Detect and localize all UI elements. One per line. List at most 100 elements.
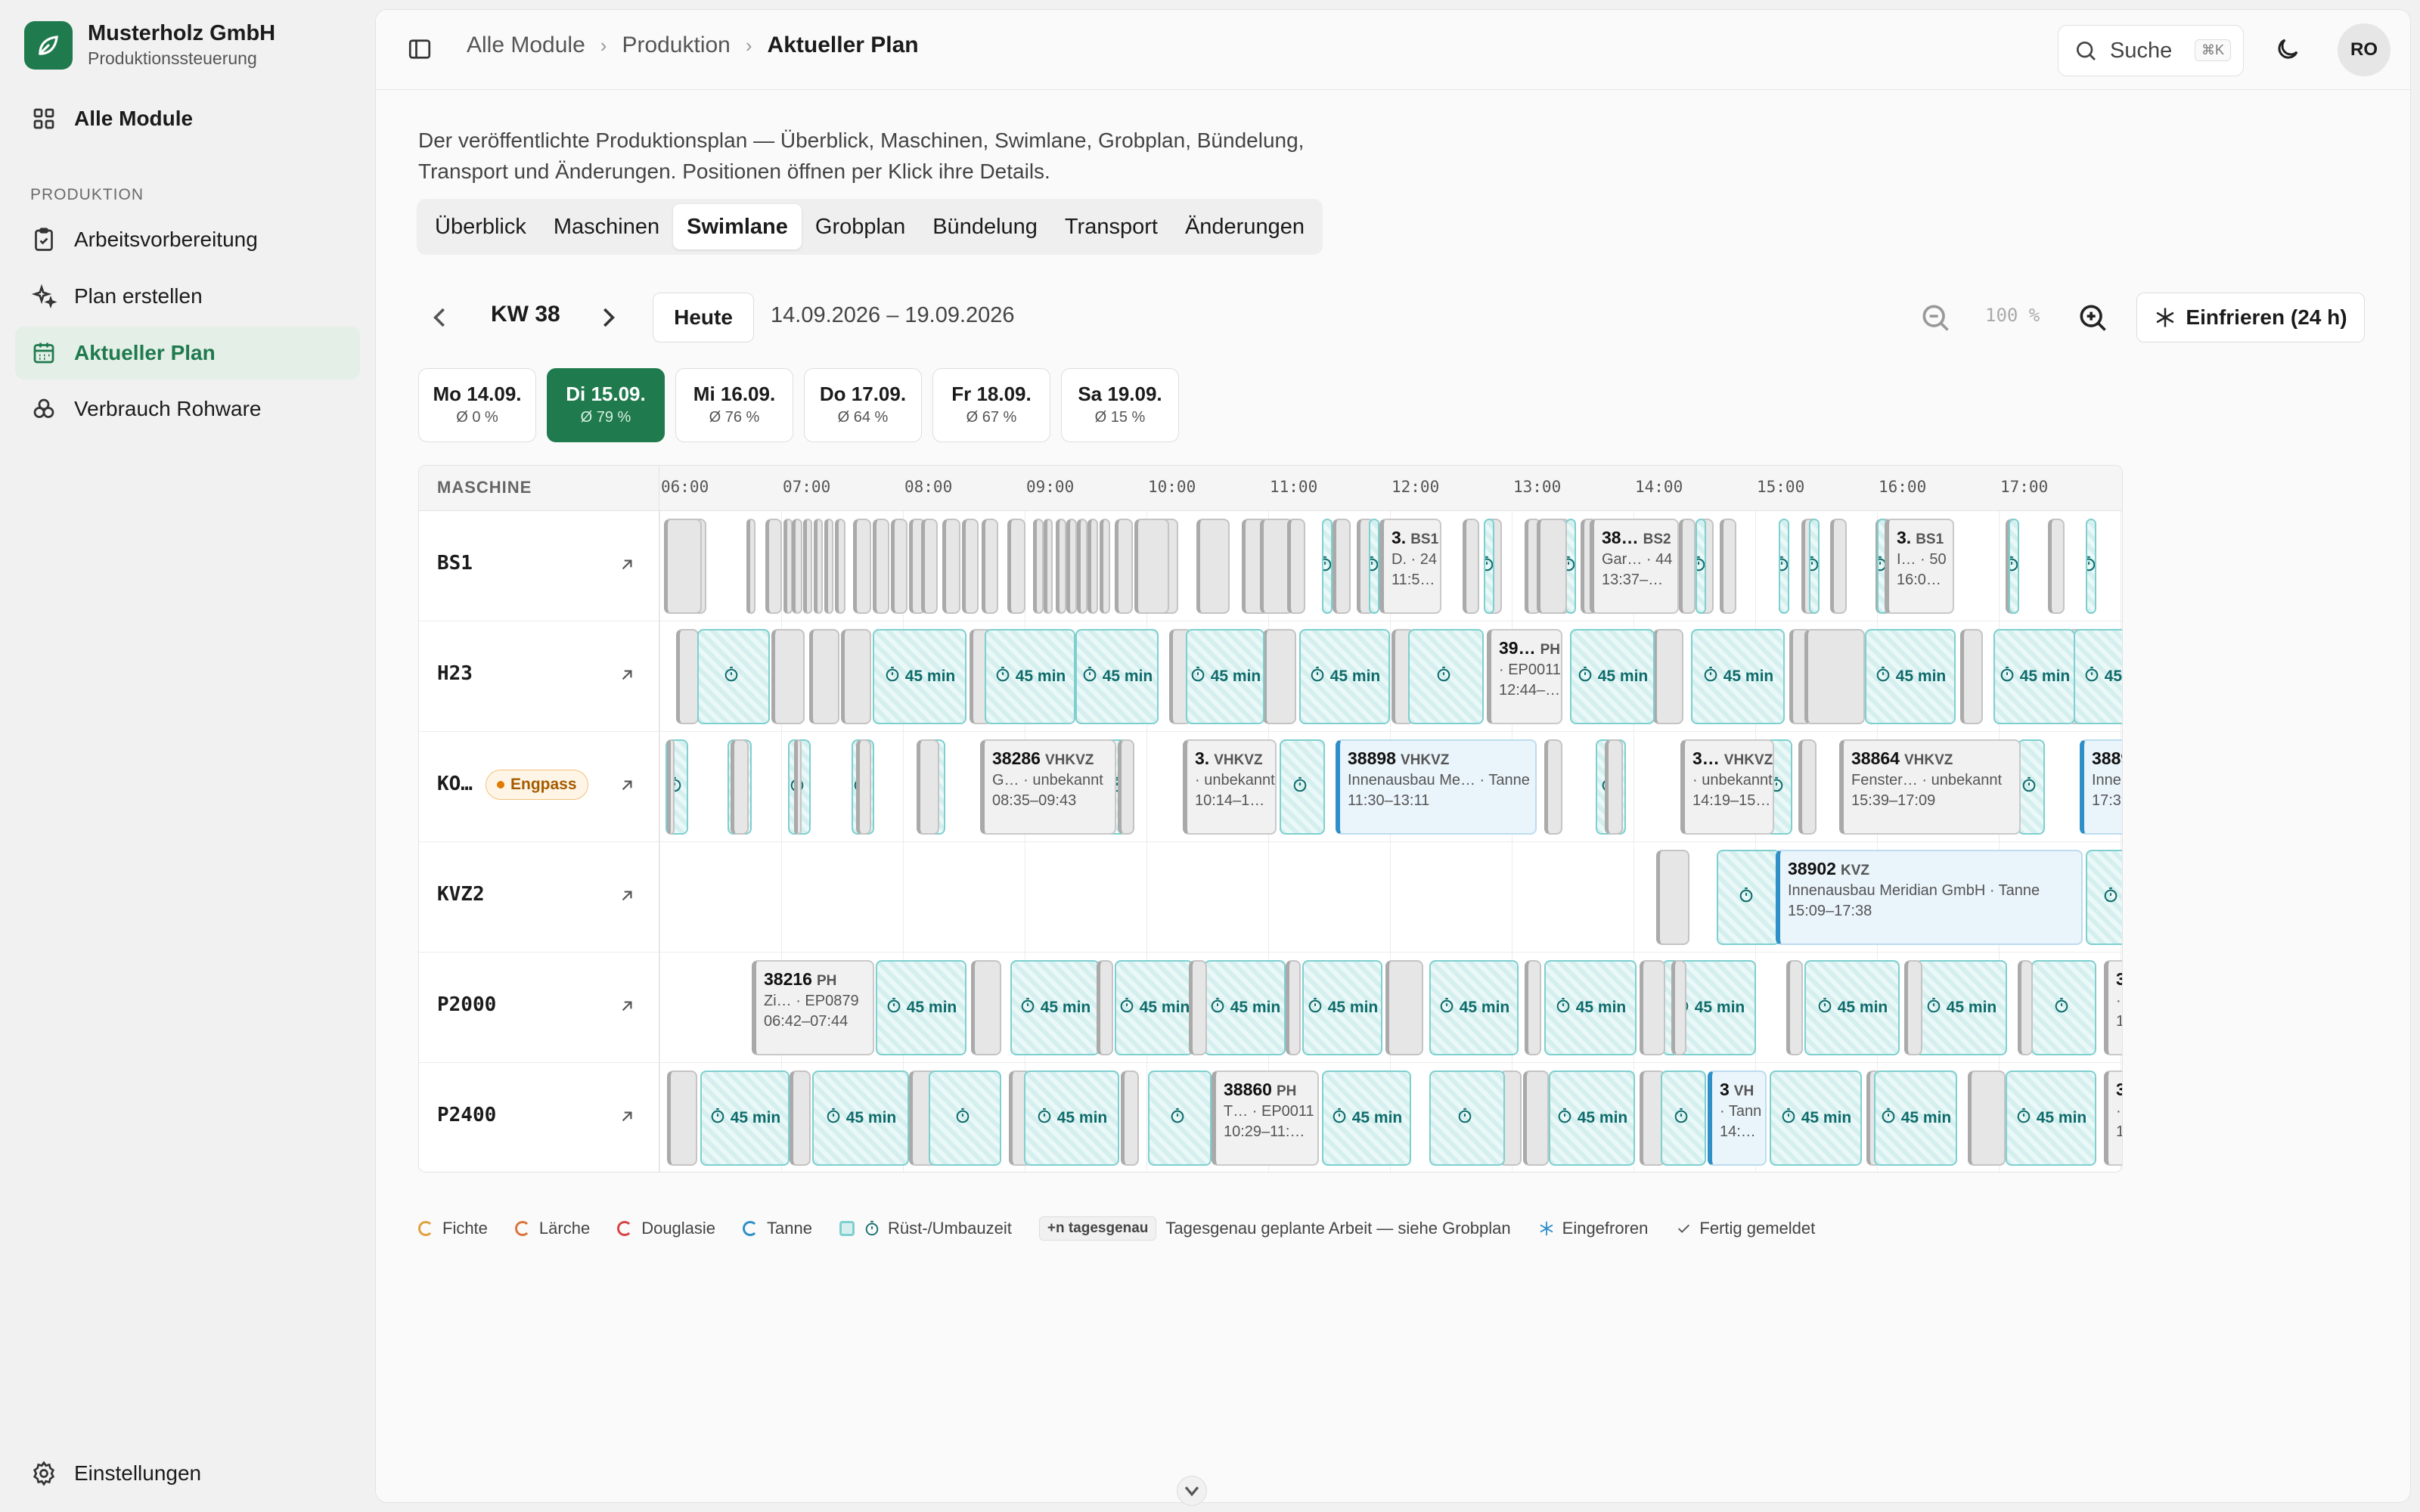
job-block[interactable]	[1118, 739, 1134, 835]
setup-block[interactable]: 45 min	[1915, 960, 2007, 1055]
breadcrumb-produktion[interactable]: Produktion	[622, 33, 731, 57]
job-block[interactable]	[1679, 519, 1696, 614]
job-block[interactable]	[1525, 960, 1541, 1055]
setup-block[interactable]	[2086, 519, 2096, 614]
job-block[interactable]	[1960, 629, 1983, 724]
job-block[interactable]	[1385, 960, 1423, 1055]
setup-block[interactable]	[1148, 1070, 1212, 1166]
job-block[interactable]: 38894VHKVZ Innenausbau Me… · Tanne 17:39–1…	[2080, 739, 2122, 835]
job-block[interactable]	[891, 519, 908, 614]
job-block[interactable]: 38… BS2 Gar… · 44 13:37–…	[1590, 519, 1679, 614]
job-block[interactable]	[1605, 739, 1623, 835]
job-block[interactable]	[942, 519, 960, 614]
job-block[interactable]	[1189, 960, 1207, 1055]
job-block[interactable]: 38216 PH Zi… · EP0879 06:42–07:44	[752, 960, 874, 1055]
job-block[interactable]	[1830, 519, 1847, 614]
job-block[interactable]: 3 VH · Tann 14:…	[1708, 1070, 1767, 1166]
job-block[interactable]	[1196, 519, 1230, 614]
job-block[interactable]	[1007, 519, 1025, 614]
setup-block[interactable]: 45 min	[1804, 960, 1900, 1055]
job-block[interactable]	[1134, 519, 1169, 614]
job-block[interactable]	[841, 629, 871, 724]
setup-block[interactable]	[1408, 629, 1484, 724]
tab-maschinen[interactable]: Maschinen	[553, 214, 660, 239]
setup-block[interactable]: 45 min	[1115, 960, 1193, 1055]
tab-swimlane[interactable]: Swimlane	[673, 204, 802, 249]
job-block[interactable]	[814, 519, 823, 614]
job-block[interactable]	[1333, 519, 1351, 614]
job-block[interactable]	[1968, 1070, 2006, 1166]
job-block[interactable]	[676, 629, 699, 724]
job-block[interactable]	[794, 739, 802, 835]
tab-transport[interactable]: Transport	[1064, 214, 1158, 239]
setup-block[interactable]	[2086, 850, 2122, 945]
job-block[interactable]	[2048, 519, 2065, 614]
job-block[interactable]	[962, 519, 979, 614]
setup-block[interactable]: 45 min	[876, 960, 966, 1055]
sidebar-item-plan-erstellen[interactable]: Plan erstellen	[15, 270, 360, 323]
day-card[interactable]: Do 17.09. Ø 64 %	[804, 368, 922, 442]
external-link-icon[interactable]	[617, 886, 637, 906]
job-block[interactable]	[1087, 519, 1098, 614]
job-block[interactable]	[765, 519, 782, 614]
zoom-in-icon[interactable]	[2076, 301, 2109, 334]
avatar[interactable]: RO	[2338, 23, 2391, 76]
job-block[interactable]: 3. BS1 I… · 50 16:0…	[1885, 519, 1954, 614]
setup-block[interactable]: 45 min	[1322, 1070, 1411, 1166]
job-block[interactable]	[1537, 519, 1567, 614]
setup-block[interactable]	[1779, 519, 1789, 614]
setup-block[interactable]: 45 min	[812, 1070, 909, 1166]
job-block[interactable]	[809, 629, 839, 724]
job-block[interactable]	[1463, 519, 1479, 614]
chevron-left-icon[interactable]	[424, 301, 458, 334]
setup-block[interactable]: 45 min	[1024, 1070, 1119, 1166]
job-block[interactable]	[1077, 519, 1087, 614]
job-block[interactable]	[771, 629, 805, 724]
job-block[interactable]	[824, 519, 833, 614]
sidebar-toggle-icon[interactable]	[406, 36, 433, 63]
job-block[interactable]	[1804, 629, 1865, 724]
zoom-out-icon[interactable]	[1919, 301, 1952, 334]
job-block[interactable]: 382…PH · EP2407 17:48–1…	[2104, 1070, 2122, 1166]
moon-icon[interactable]	[2274, 36, 2301, 63]
job-block[interactable]	[1544, 739, 1562, 835]
setup-block[interactable]	[2018, 739, 2045, 835]
job-block[interactable]	[1066, 519, 1077, 614]
setup-block[interactable]: 45 min	[2006, 1070, 2096, 1166]
tab-grobplan[interactable]: Grobplan	[814, 214, 906, 239]
setup-block[interactable]	[1661, 1070, 1706, 1166]
job-block[interactable]	[1786, 960, 1803, 1055]
job-block[interactable]	[835, 519, 845, 614]
tab-ueberblick[interactable]: Überblick	[435, 214, 526, 239]
job-block[interactable]	[1115, 519, 1133, 614]
setup-block[interactable]: 45 min	[1549, 1070, 1635, 1166]
job-block[interactable]	[1653, 629, 1683, 724]
job-block[interactable]	[1097, 960, 1113, 1055]
job-block[interactable]: 38286 VHKVZ G… · unbekannt 08:35–09:43	[980, 739, 1116, 835]
day-card[interactable]: Mo 14.09. Ø 0 %	[418, 368, 536, 442]
job-block[interactable]	[921, 519, 938, 614]
job-block[interactable]	[1904, 960, 1922, 1055]
setup-block[interactable]	[1717, 850, 1780, 945]
job-block[interactable]: 38902 KVZ Innenausbau Meridian GmbH · Tann…	[1776, 850, 2083, 945]
setup-block[interactable]	[1565, 519, 1576, 614]
setup-block[interactable]: 45 min	[1302, 960, 1382, 1055]
job-block[interactable]	[1798, 739, 1817, 835]
setup-block[interactable]: 45 min	[1874, 1070, 1957, 1166]
setup-block[interactable]: 45 min	[1993, 629, 2075, 724]
job-block[interactable]: 3. VHKVZ · unbekannt 10:14–1…	[1183, 739, 1277, 835]
job-block[interactable]: 38860 PH T… · EP0011 10:29–11:…	[1212, 1070, 1319, 1166]
machine-label[interactable]: H23	[437, 662, 473, 685]
job-block[interactable]	[792, 519, 802, 614]
setup-block[interactable]	[1484, 519, 1494, 614]
sidebar-item-settings[interactable]: Einstellungen	[15, 1447, 360, 1500]
job-block[interactable]	[1720, 519, 1736, 614]
setup-block[interactable]	[1809, 519, 1820, 614]
job-block[interactable]	[746, 519, 755, 614]
job-block[interactable]	[2018, 960, 2033, 1055]
tab-buendelung[interactable]: Bündelung	[932, 214, 1038, 239]
job-block[interactable]	[856, 739, 871, 835]
job-block[interactable]	[873, 519, 889, 614]
machine-label[interactable]: BS1	[437, 552, 473, 575]
setup-block[interactable]: 45 min	[1865, 629, 1956, 724]
